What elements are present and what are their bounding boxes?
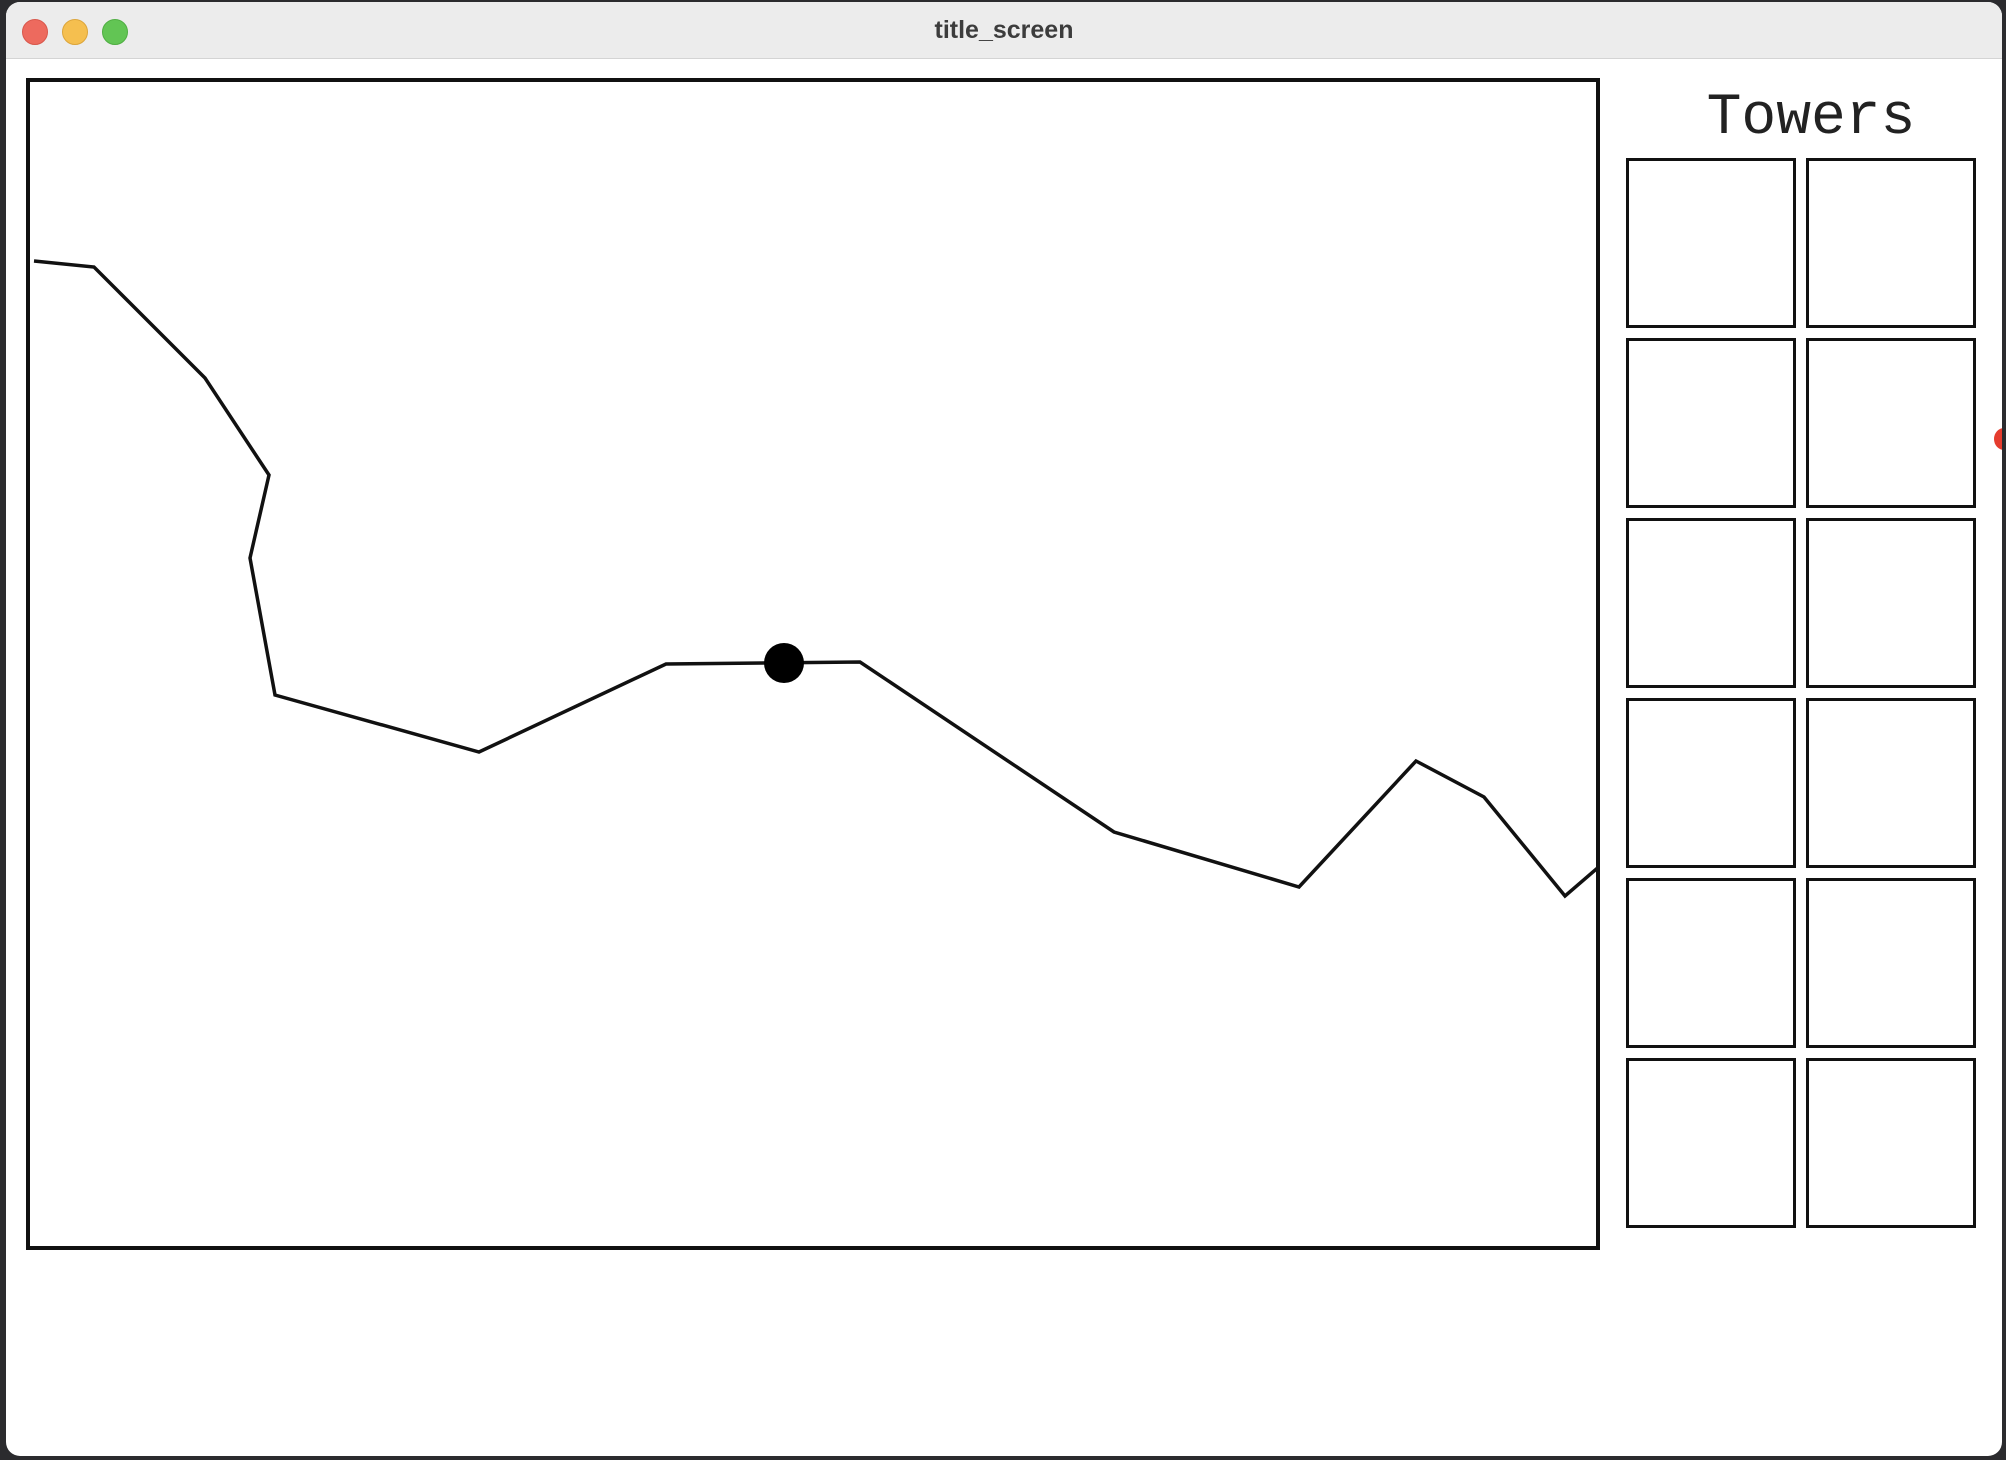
tower-slot[interactable]	[1806, 518, 1976, 688]
enemy-path	[33, 259, 1596, 899]
zoom-button[interactable]	[102, 19, 128, 45]
tower-slot[interactable]	[1626, 1058, 1796, 1228]
tower-slot[interactable]	[1806, 158, 1976, 328]
tower-slot[interactable]	[1626, 698, 1796, 868]
window-title: title_screen	[934, 16, 1074, 44]
app-window: title_screen Towers	[6, 2, 2002, 1456]
close-button[interactable]	[22, 19, 48, 45]
tower-slot[interactable]	[1626, 518, 1796, 688]
tower-slot[interactable]	[1806, 338, 1976, 508]
game-canvas[interactable]	[26, 78, 1600, 1250]
tower-slot[interactable]	[1626, 158, 1796, 328]
enemy-icon	[764, 643, 804, 683]
towers-heading: Towers	[1706, 86, 1916, 151]
red-dot-icon	[1994, 428, 2002, 450]
tower-slot[interactable]	[1806, 1058, 1976, 1228]
tower-grid	[1626, 158, 1982, 1228]
tower-slot[interactable]	[1806, 878, 1976, 1048]
minimize-button[interactable]	[62, 19, 88, 45]
tower-slot[interactable]	[1806, 698, 1976, 868]
title-bar[interactable]: title_screen	[6, 2, 2002, 59]
map-svg	[33, 259, 1596, 899]
tower-slot[interactable]	[1626, 338, 1796, 508]
tower-slot[interactable]	[1626, 878, 1796, 1048]
